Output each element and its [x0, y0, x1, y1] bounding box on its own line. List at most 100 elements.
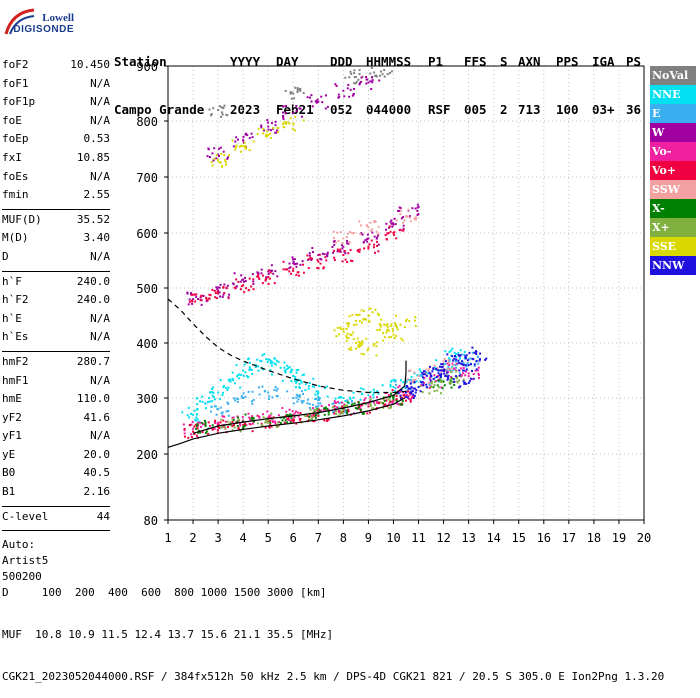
data-point	[211, 152, 214, 155]
data-point	[352, 93, 355, 96]
data-point	[372, 393, 375, 396]
data-point	[413, 381, 416, 384]
data-point	[274, 270, 277, 273]
data-point	[260, 124, 263, 127]
data-point	[406, 396, 409, 399]
param-row-fof1: foF1 N/A	[2, 77, 110, 96]
data-point	[256, 414, 259, 417]
data-point	[369, 395, 372, 398]
data-point	[409, 391, 412, 394]
data-point	[309, 414, 312, 417]
data-point	[223, 159, 226, 162]
data-point	[433, 364, 436, 367]
data-point	[353, 232, 356, 235]
data-point	[342, 410, 345, 413]
data-point	[193, 409, 196, 412]
data-point	[339, 412, 342, 415]
data-point	[260, 360, 263, 363]
data-point	[332, 230, 335, 233]
data-point	[208, 396, 211, 399]
param-label: yE	[2, 447, 16, 461]
data-point	[317, 405, 320, 408]
data-point	[346, 404, 349, 407]
data-point	[477, 362, 480, 365]
data-point	[287, 414, 290, 417]
data-point	[433, 390, 436, 393]
data-point	[383, 69, 386, 72]
data-point	[415, 216, 418, 219]
data-point	[434, 380, 437, 383]
param-row-foe: foE N/A	[2, 114, 110, 133]
ionogram-parameters-panel: foF2 10.450 foF1 N/A foF1p N/A foE N/A foEp 0…	[2, 58, 110, 585]
data-point	[196, 423, 199, 426]
data-point	[291, 368, 294, 371]
data-point	[262, 413, 265, 416]
data-point	[460, 367, 463, 370]
data-point	[248, 369, 251, 372]
data-point	[242, 369, 245, 372]
data-point	[360, 341, 363, 344]
data-point	[222, 419, 225, 422]
data-point	[203, 419, 206, 422]
data-point	[292, 267, 295, 270]
data-point	[317, 260, 320, 263]
data-point	[218, 105, 221, 108]
data-point	[462, 380, 465, 383]
data-point	[346, 239, 349, 242]
data-point	[316, 266, 319, 269]
data-point	[270, 136, 273, 139]
data-point	[355, 313, 358, 316]
data-point	[406, 378, 409, 381]
data-point	[361, 340, 364, 343]
data-point	[252, 140, 255, 143]
data-point	[467, 382, 470, 385]
data-point	[394, 387, 397, 390]
data-point	[277, 421, 280, 424]
data-point	[326, 254, 329, 257]
data-point	[479, 352, 482, 355]
data-point	[198, 420, 201, 423]
data-point	[205, 430, 208, 433]
data-point	[465, 354, 468, 357]
data-point	[335, 413, 338, 416]
data-point	[190, 299, 193, 302]
data-point	[350, 72, 353, 75]
data-point	[269, 421, 272, 424]
data-point	[317, 408, 320, 411]
data-point	[219, 379, 222, 382]
data-point	[357, 78, 360, 81]
data-point	[346, 242, 349, 245]
data-point	[363, 247, 366, 250]
data-point	[323, 419, 326, 422]
data-point	[360, 343, 363, 346]
data-point	[343, 249, 346, 252]
data-point	[277, 360, 280, 363]
data-point	[324, 406, 327, 409]
data-point	[266, 119, 269, 122]
data-point	[265, 135, 268, 138]
data-point	[291, 419, 294, 422]
data-point	[201, 431, 204, 434]
data-point	[446, 353, 449, 356]
data-point	[414, 387, 417, 390]
data-point	[449, 378, 452, 381]
data-point	[345, 328, 348, 331]
param-value: 2.16	[83, 485, 111, 499]
data-point	[222, 391, 225, 394]
data-point	[376, 329, 379, 332]
data-point	[397, 403, 400, 406]
data-point	[398, 229, 401, 232]
data-point	[377, 250, 380, 253]
y-tick-label: 500	[136, 282, 158, 296]
param-row-yf1: yF1 N/A	[2, 429, 110, 448]
data-point	[475, 353, 478, 355]
data-point	[302, 119, 305, 122]
data-point	[292, 397, 295, 399]
header-value-p1: RSF	[428, 102, 451, 117]
data-point	[238, 377, 241, 380]
data-point	[455, 356, 458, 359]
data-point	[252, 420, 255, 423]
data-point	[274, 420, 277, 423]
data-point	[260, 126, 263, 129]
data-point	[192, 293, 195, 296]
